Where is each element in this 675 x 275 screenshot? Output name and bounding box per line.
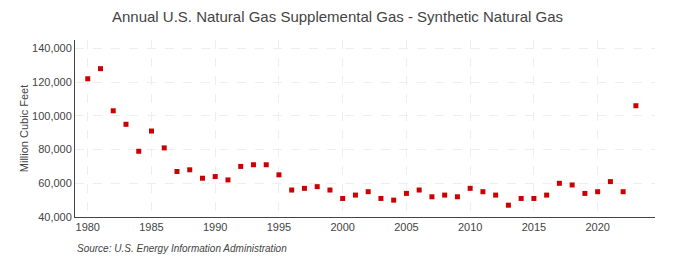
svg-text:120,000: 120,000 [32, 76, 72, 88]
svg-text:1980: 1980 [76, 221, 100, 233]
svg-text:2015: 2015 [522, 221, 546, 233]
svg-text:1995: 1995 [267, 221, 291, 233]
svg-text:140,000: 140,000 [32, 42, 72, 54]
svg-text:Annual U.S. Natural Gas Supple: Annual U.S. Natural Gas Supplemental Gas… [112, 8, 563, 25]
svg-text:Million Cubic Feet: Million Cubic Feet [18, 85, 30, 172]
svg-text:100,000: 100,000 [32, 110, 72, 122]
svg-text:60,000: 60,000 [38, 177, 72, 189]
svg-text:40,000: 40,000 [38, 211, 72, 223]
svg-text:2020: 2020 [585, 221, 609, 233]
svg-text:2000: 2000 [330, 221, 354, 233]
svg-text:Source: U.S. Energy Informatio: Source: U.S. Energy Information Administ… [77, 243, 287, 254]
svg-text:1985: 1985 [139, 221, 163, 233]
svg-text:2005: 2005 [394, 221, 418, 233]
svg-text:1990: 1990 [203, 221, 227, 233]
svg-text:2010: 2010 [458, 221, 482, 233]
svg-text:80,000: 80,000 [38, 143, 72, 155]
